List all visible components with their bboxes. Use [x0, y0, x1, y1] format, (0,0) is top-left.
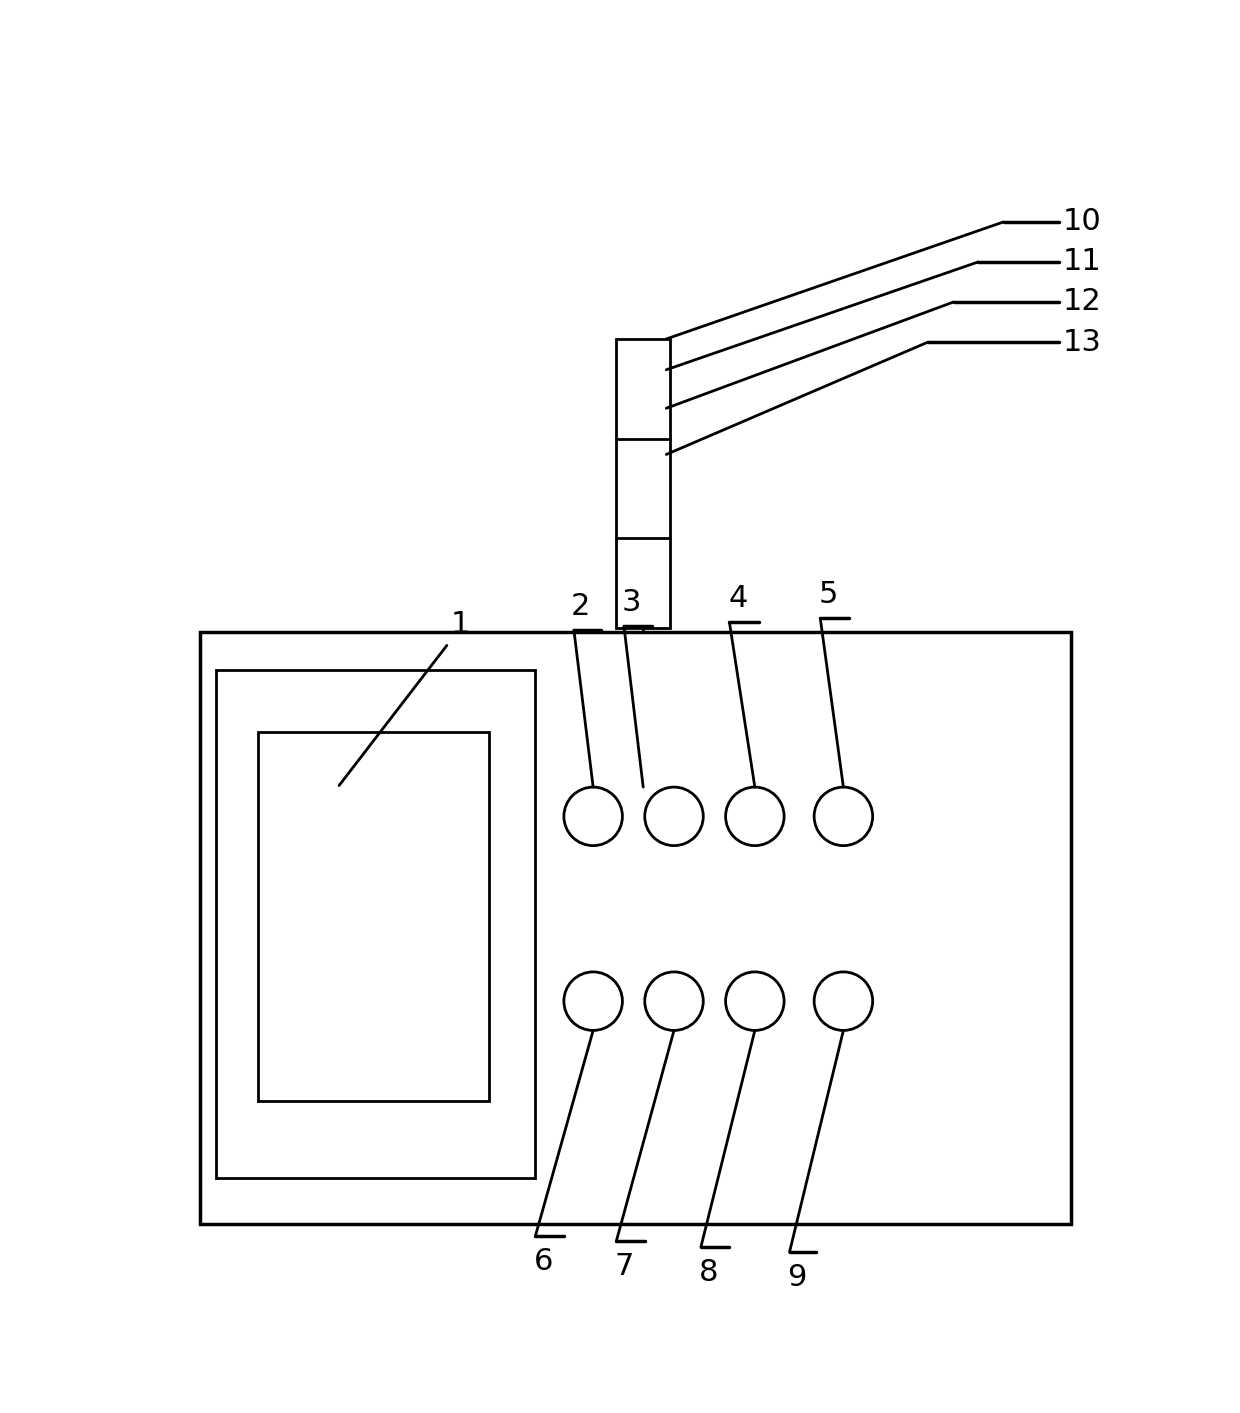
- Bar: [201, 632, 1070, 1225]
- Text: 7: 7: [614, 1252, 634, 1282]
- Text: 11: 11: [1063, 247, 1101, 277]
- Text: 8: 8: [699, 1258, 718, 1287]
- Bar: [258, 732, 490, 1101]
- Text: 10: 10: [1063, 208, 1101, 236]
- Text: 3: 3: [622, 588, 641, 617]
- Text: 9: 9: [786, 1263, 806, 1291]
- Bar: [616, 339, 670, 627]
- Text: 4: 4: [728, 584, 748, 613]
- Text: 2: 2: [572, 592, 590, 620]
- Text: 12: 12: [1063, 287, 1101, 317]
- Bar: [216, 670, 536, 1178]
- Text: 1: 1: [450, 610, 470, 639]
- Text: 5: 5: [818, 581, 838, 609]
- Text: 6: 6: [533, 1246, 553, 1276]
- Text: 13: 13: [1063, 328, 1101, 356]
